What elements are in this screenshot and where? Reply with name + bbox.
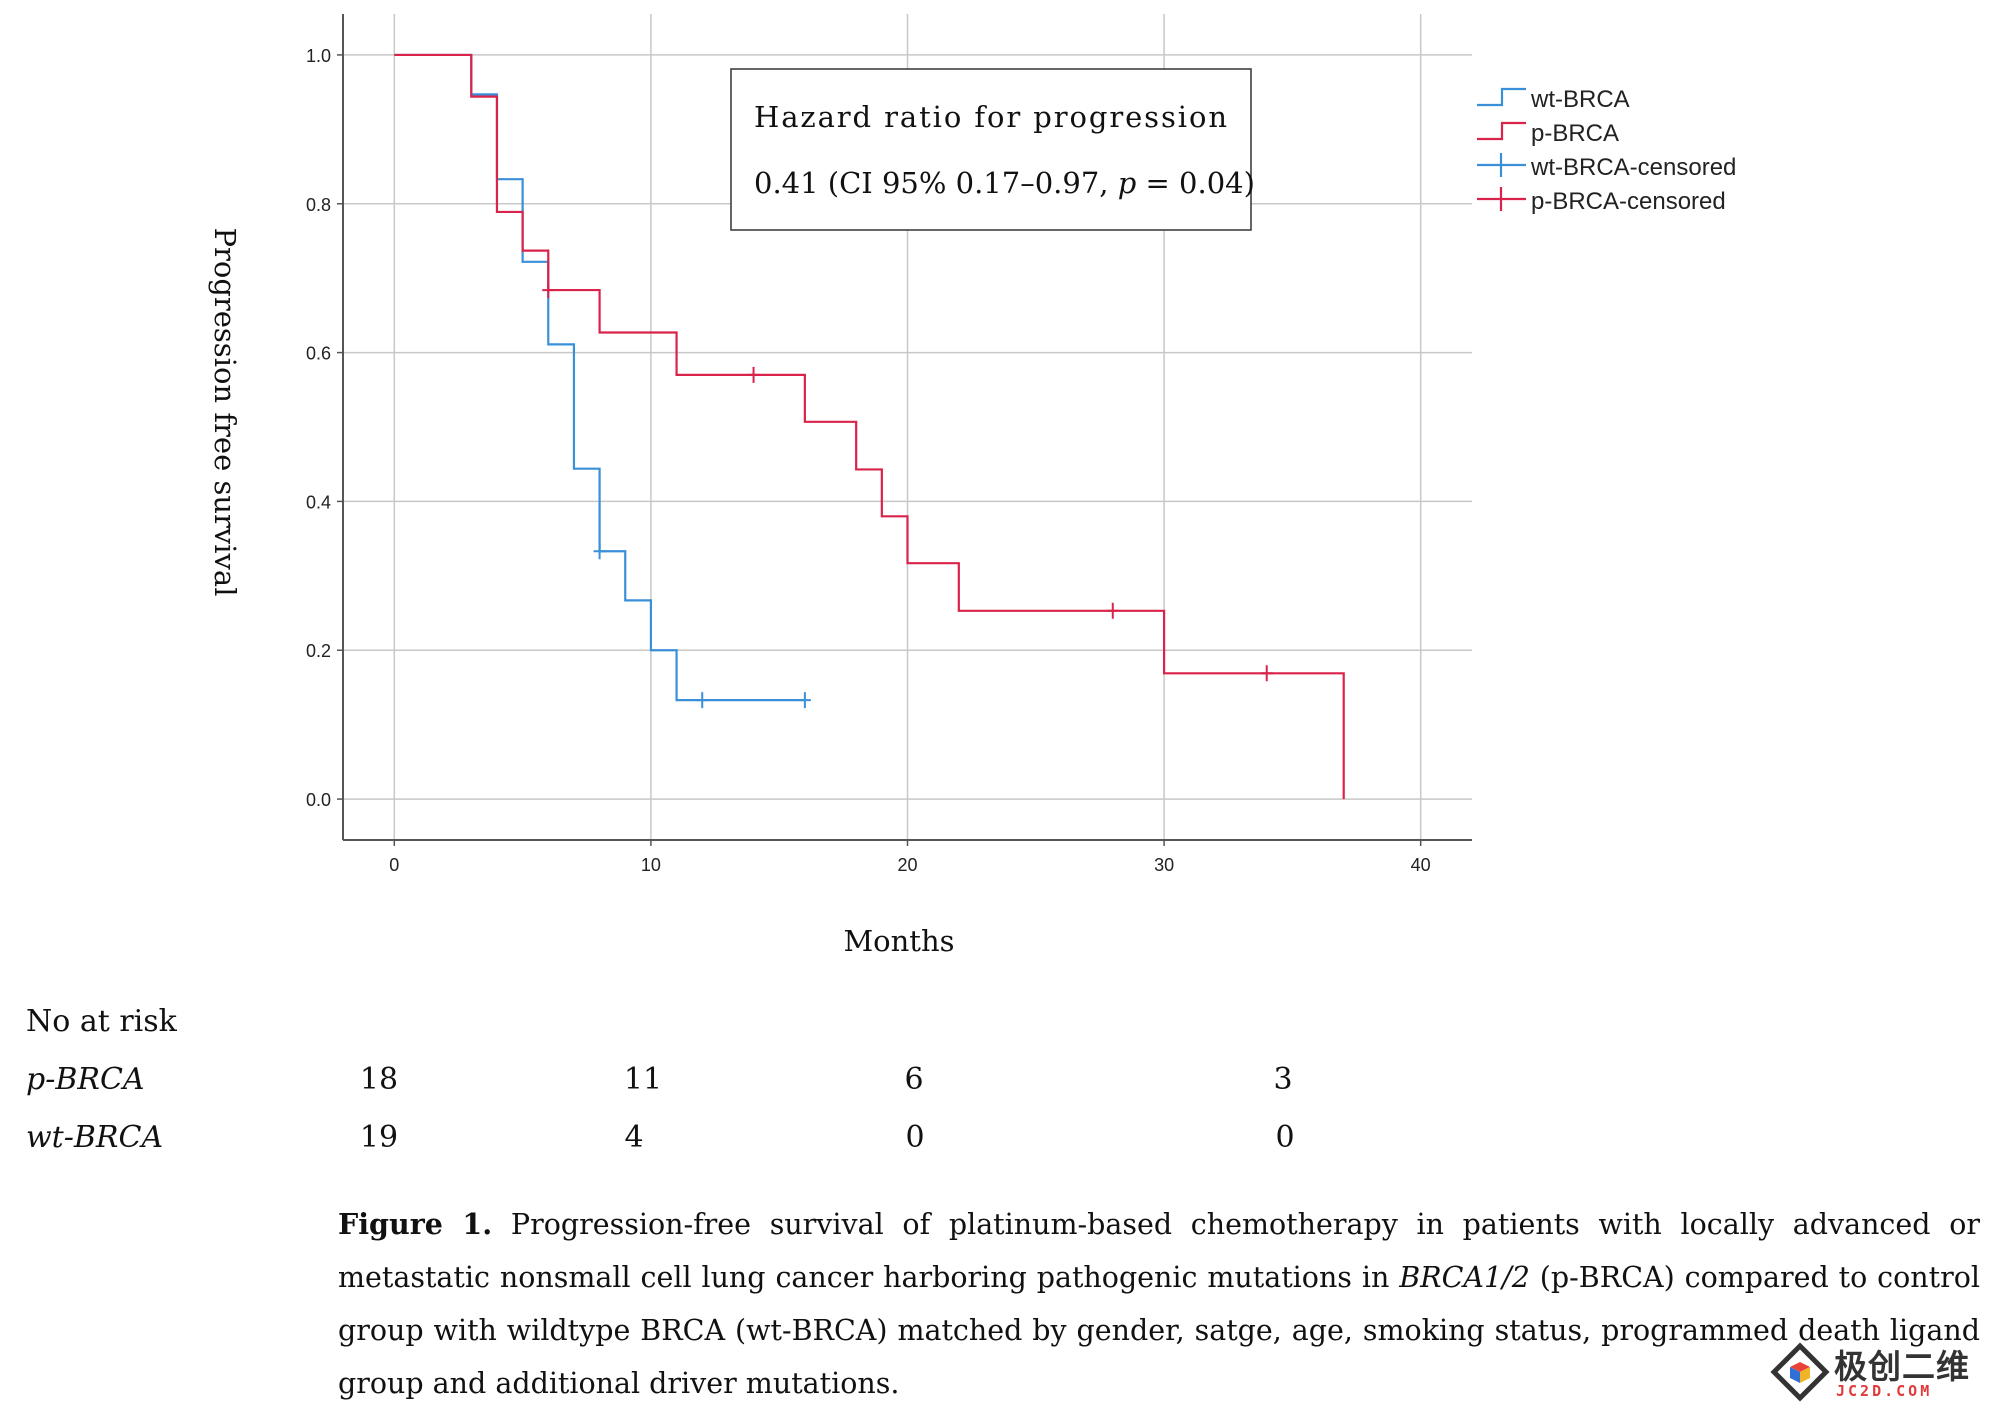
risk-p-brca-10: 11 <box>623 1062 663 1097</box>
caption-text-part-2: (p-BRCA) compared to control group with … <box>338 1261 1980 1400</box>
hazard-ratio-title: Hazard ratio for progression <box>754 100 1227 134</box>
y-tick-label-0.6: 0.6 <box>306 344 331 364</box>
x-axis-title: Months <box>843 924 954 958</box>
watermark-url: JC2D.COM <box>1836 1382 1933 1400</box>
risk-wt-brca-10: 4 <box>624 1120 644 1155</box>
risk-wt-brca-20: 0 <box>905 1120 925 1155</box>
risk-row-label-wt-brca: wt-BRCA <box>26 1120 164 1155</box>
hazard-ratio-values: 0.41 (CI 95% 0.17–0.97, p = 0.04) <box>754 166 1255 200</box>
legend-wt-brca-swatch <box>1477 87 1526 107</box>
x-tick-label-30: 30 <box>1154 855 1174 875</box>
legend-p-brca-label: p-BRCA <box>1531 120 1619 147</box>
y-tick-label-1.0: 1.0 <box>306 46 331 66</box>
legend-p-brca-censored-swatch <box>1477 187 1526 211</box>
risk-p-brca-0: 18 <box>359 1062 399 1097</box>
figure-caption: Figure 1. Progression-free survival of p… <box>338 1198 1980 1410</box>
hazard-ratio-frame <box>730 68 1252 231</box>
legend-wt-brca-censored-swatch <box>1477 153 1526 177</box>
y-tick-label-0.8: 0.8 <box>306 195 331 215</box>
risk-table-title: No at risk <box>26 1004 177 1039</box>
legend-p-brca-swatch <box>1477 121 1526 141</box>
legend: wt-BRCA p-BRCA wt-BRCA-censored p-BRCA-cens… <box>1477 86 1736 215</box>
caption-figure-label: Figure 1. <box>338 1207 493 1241</box>
x-tick-label-20: 20 <box>897 855 917 875</box>
risk-p-brca-20: 6 <box>904 1062 924 1097</box>
risk-wt-brca-0: 19 <box>359 1120 399 1155</box>
risk-row-label-p-brca: p-BRCA <box>26 1062 145 1097</box>
axes: 0 10 20 30 40 0.0 0.2 0.4 0.6 0.8 1.0 <box>306 14 1472 875</box>
p-brca-censor-mark-2 <box>1106 602 1119 619</box>
hazard-ratio-p-symbol: p <box>1118 166 1137 200</box>
y-tick-label-0.2: 0.2 <box>306 641 331 661</box>
y-tick-label-0.0: 0.0 <box>306 790 331 810</box>
watermark-logo: 极创二维 JC2D.COM <box>1770 1340 2000 1406</box>
wt-brca-censor-mark-1 <box>696 692 709 709</box>
caption-text-part-1: Progression-free survival of platinum-ba… <box>338 1208 1980 1294</box>
legend-wt-brca-label: wt-BRCA <box>1530 86 1630 113</box>
x-tick-label-40: 40 <box>1411 855 1431 875</box>
hazard-ratio-p-value: = 0.04) <box>1136 166 1255 200</box>
legend-p-brca-censored-label: p-BRCA-censored <box>1531 188 1726 215</box>
cube-logo-icon <box>1770 1342 1830 1402</box>
hazard-ratio-ci: 0.41 (CI 95% 0.17–0.97, <box>754 166 1118 200</box>
survival-curves <box>394 53 1345 800</box>
watermark-text: 极创二维 <box>1834 1347 1970 1386</box>
hazard-ratio-box: Hazard ratio for progression 0.41 (CI 95… <box>730 68 1255 231</box>
x-tick-label-0: 0 <box>389 855 399 875</box>
y-tick-label-0.4: 0.4 <box>306 492 331 512</box>
p-brca-survival-line <box>394 53 1345 800</box>
p-brca-censor-mark-3 <box>1260 665 1273 682</box>
risk-wt-brca-30: 0 <box>1275 1120 1295 1155</box>
risk-p-brca-30: 3 <box>1273 1062 1293 1097</box>
p-brca-censor-mark-0 <box>542 282 555 299</box>
y-axis-title: Progression free survival <box>208 228 242 597</box>
legend-wt-brca-censored-label: wt-BRCA-censored <box>1530 154 1736 181</box>
p-brca-censor-mark-1 <box>747 366 760 383</box>
x-tick-label-10: 10 <box>641 855 661 875</box>
wt-brca-censor-mark-2 <box>798 692 811 709</box>
caption-gene-name: BRCA1/2 <box>1399 1261 1530 1294</box>
wt-brca-censor-mark-0 <box>593 543 606 560</box>
